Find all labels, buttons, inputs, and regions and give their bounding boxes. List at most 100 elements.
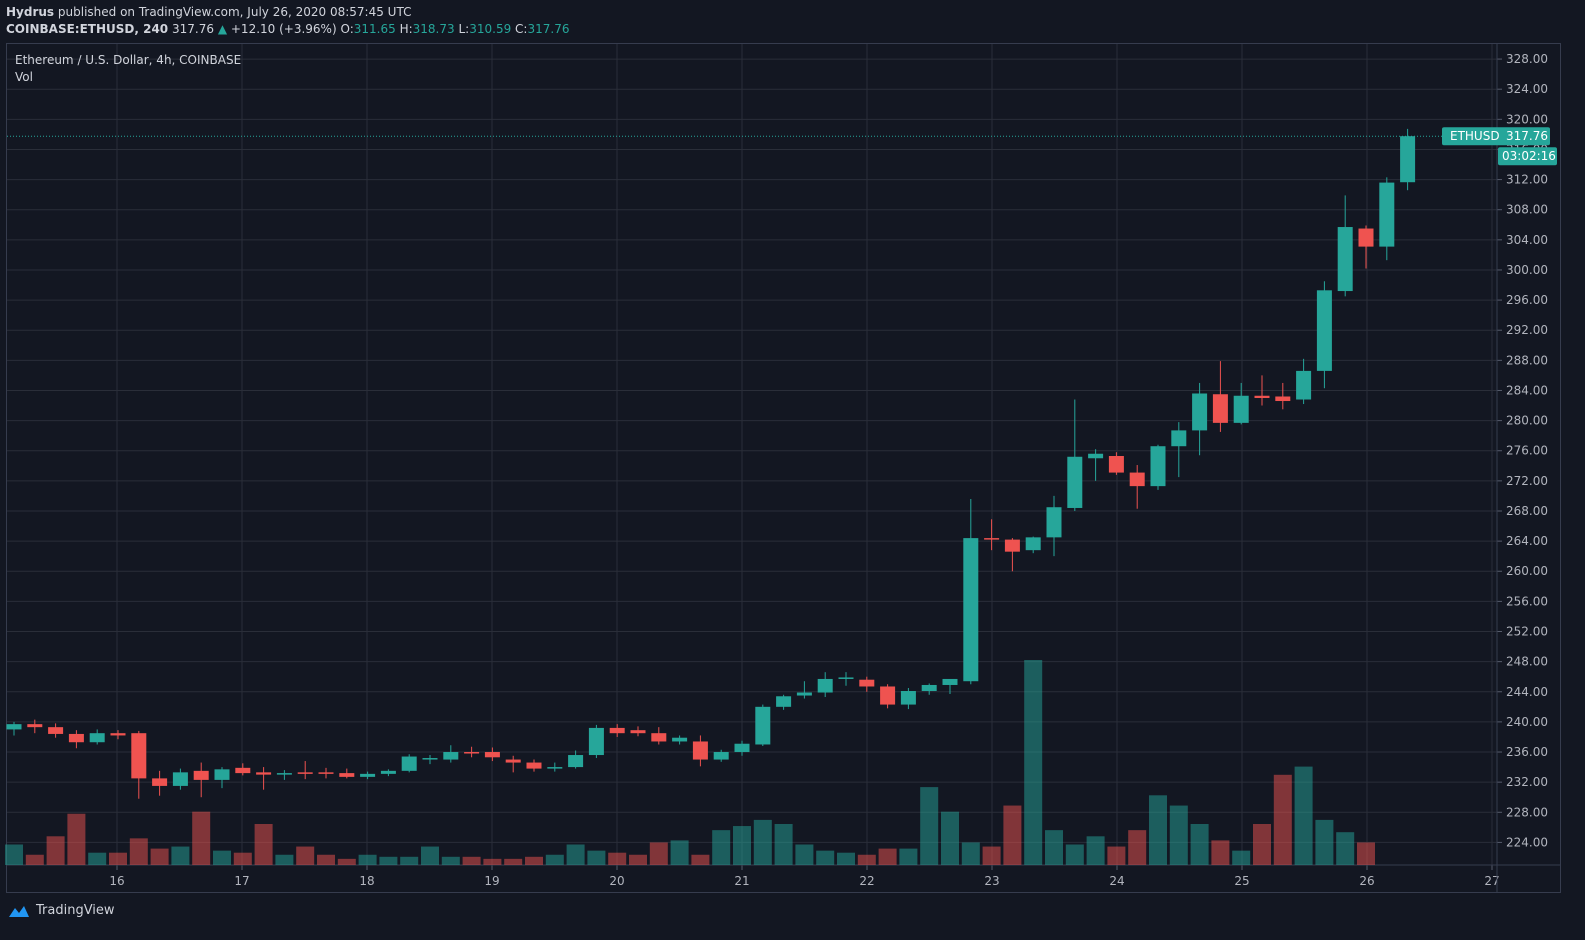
volume-bar — [1357, 842, 1375, 865]
last-price-tag — [1442, 127, 1550, 146]
candle — [1150, 444, 1166, 490]
candle — [547, 762, 563, 772]
volume-bar — [566, 844, 585, 865]
candle — [443, 745, 459, 763]
candle-body — [214, 769, 230, 780]
candle — [110, 730, 126, 740]
candle-body — [672, 737, 688, 742]
candle — [214, 767, 230, 789]
candle — [464, 746, 480, 758]
candle — [630, 726, 646, 737]
y-tick-label: 240.00 — [1506, 715, 1548, 729]
volume-bar — [1086, 836, 1105, 865]
y-tick-label: 292.00 — [1506, 323, 1548, 337]
candle-body — [817, 678, 833, 693]
volume-bar — [712, 830, 731, 865]
y-tick-label: 324.00 — [1506, 82, 1548, 96]
publisher-name[interactable]: Hydrus — [6, 5, 55, 19]
y-tick-label: 284.00 — [1506, 383, 1548, 397]
candle — [776, 694, 792, 710]
candle-body — [235, 767, 251, 774]
tradingview-branding[interactable]: TradingView — [8, 903, 115, 918]
volume-bar — [88, 852, 107, 865]
open-value: 311.65 — [353, 22, 396, 36]
candle — [6, 721, 22, 736]
candle-body — [48, 727, 64, 734]
candle-body — [900, 691, 916, 705]
candle — [152, 770, 168, 796]
x-tick-label: 27 — [1484, 874, 1499, 888]
candle — [1296, 358, 1312, 405]
volume-bar — [275, 854, 294, 865]
candle-body — [651, 733, 667, 742]
candle-body — [588, 727, 604, 756]
candle-body — [1296, 370, 1312, 400]
series-title: Ethereum / U.S. Dollar, 4h, COINBASE — [15, 53, 242, 67]
y-tick-label: 248.00 — [1506, 655, 1548, 669]
open-label: O: — [340, 22, 354, 36]
candle-body — [318, 772, 334, 774]
candle — [755, 704, 771, 746]
volume-bar — [1336, 832, 1355, 865]
volume-bars — [5, 660, 1375, 865]
volume-bar — [753, 819, 772, 865]
y-tick-label: 312.00 — [1506, 173, 1548, 187]
candle — [734, 740, 750, 756]
candle-body — [256, 772, 272, 775]
last-price-tag-value: 317.76 — [1506, 129, 1548, 143]
low-label: L: — [458, 22, 470, 36]
candle-body — [692, 741, 708, 760]
volume-bar — [1003, 805, 1022, 865]
y-tick-label: 296.00 — [1506, 293, 1548, 307]
candle-body — [1212, 394, 1228, 423]
candle-body — [921, 684, 937, 692]
volume-bar — [1232, 850, 1251, 865]
volume-bar — [837, 852, 855, 865]
y-tick-label: 280.00 — [1506, 414, 1548, 428]
candle-body — [27, 724, 43, 728]
candle-body — [1379, 182, 1395, 247]
volume-bar — [920, 787, 939, 865]
candle-body — [1400, 136, 1416, 183]
x-tick-label: 17 — [234, 874, 249, 888]
y-tick-label: 308.00 — [1506, 203, 1548, 217]
candle — [1088, 449, 1104, 481]
volume-bar — [337, 858, 356, 865]
candle — [1358, 225, 1374, 269]
volume-bar — [254, 824, 273, 865]
volume-bar — [878, 848, 897, 865]
close-value: 317.76 — [527, 22, 570, 36]
candle-body — [110, 733, 126, 736]
change-value: +12.10 (+3.96%) — [230, 22, 337, 36]
volume-legend: Vol — [15, 70, 33, 84]
candle — [235, 763, 251, 776]
candle — [339, 768, 355, 779]
tradingview-logo-text: TradingView — [36, 903, 115, 918]
volume-bar — [1211, 840, 1230, 865]
volume-bar — [1128, 830, 1147, 865]
volume-bar — [629, 854, 647, 865]
candle-body — [484, 752, 500, 758]
candle — [609, 724, 625, 737]
volume-bar — [358, 854, 377, 865]
y-tick-label: 260.00 — [1506, 564, 1548, 578]
x-tick-label: 26 — [1359, 874, 1374, 888]
volume-bar — [691, 854, 710, 865]
y-tick-label: 224.00 — [1506, 835, 1548, 849]
candle-body — [297, 772, 313, 774]
y-tick-label: 276.00 — [1506, 444, 1548, 458]
volume-bar — [421, 846, 439, 865]
candle-body — [6, 724, 22, 730]
volume-bar — [1273, 774, 1292, 865]
candle — [1212, 361, 1228, 432]
candle-body — [193, 770, 209, 780]
volume-bar — [129, 838, 148, 865]
candle — [1108, 452, 1124, 475]
volume-bar — [46, 836, 65, 865]
y-tick-label: 244.00 — [1506, 685, 1548, 699]
candle-body — [422, 758, 438, 760]
candle-body — [713, 752, 729, 760]
low-value: 310.59 — [469, 22, 512, 36]
candle-body — [609, 727, 625, 734]
